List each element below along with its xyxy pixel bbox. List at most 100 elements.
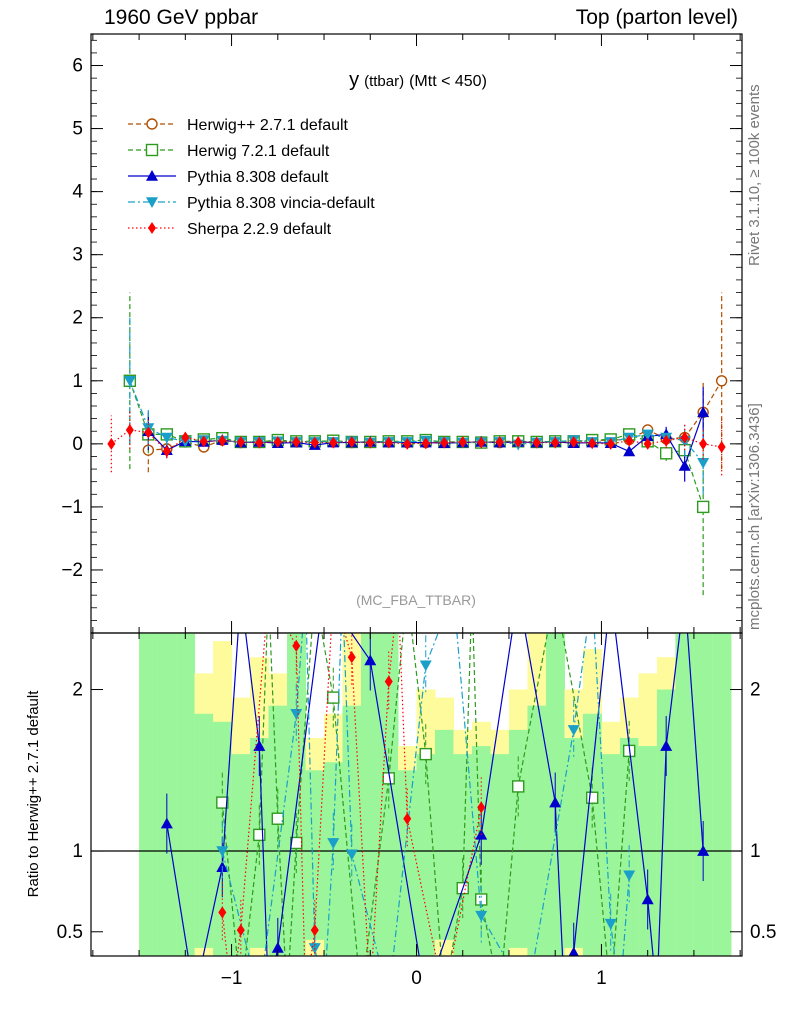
ratio-data-point [567,725,580,736]
ratio-data-point [585,791,599,804]
ratio-data-point [236,924,245,937]
legend-entry-label: Pythia 8.308 default [187,169,329,186]
data-point [495,435,504,448]
ratio-data-point [271,812,284,825]
ratio-data-point [384,675,393,688]
data-point [310,436,319,449]
main-y-tick-label: 6 [72,56,83,77]
data-point [551,436,560,449]
ratio-data-point [327,691,340,704]
main-y-tick-label: 3 [72,245,83,266]
uncertainty-band-green [508,729,528,948]
data-point [699,437,708,450]
data-point [662,434,671,447]
uncertainty-band-green [379,633,399,956]
ratio-x-tick-label: −1 [221,968,243,989]
uncertainty-band-green [194,713,214,948]
data-point [199,435,208,448]
header-process-label: Top (parton level) [575,6,738,29]
uncertainty-band-green [601,754,621,956]
data-point [181,431,190,444]
legend-entry-label: Herwig 7.2.1 default [187,143,330,160]
ratio-frame [90,632,743,957]
data-point [273,435,282,448]
legend-entry-label: Sherpa 2.2.9 default [187,221,332,238]
ratio-x-tick-label: 0 [411,968,422,989]
header-collision-label: 1960 GeV ppbar [104,6,259,29]
uncertainty-band-green [139,633,159,956]
main-plot-panel: −2 −1 0 1 2 3 4 5 6 y (ttbar) (Mtt < 450) (MC_FBA_TT… [61,33,743,634]
data-point [569,435,578,448]
ratio-data-point [475,910,488,922]
ratio-data-point [403,812,412,825]
uncertainty-band-green [527,705,547,956]
ratio-data-point [345,849,358,861]
data-point [625,434,634,447]
data-point [697,457,710,469]
data-point [292,435,301,448]
ratio-series-0 [216,633,636,956]
data-point [384,436,393,449]
plot-title: y (ttbar) (Mtt < 450) [349,69,487,91]
ratio-data-point [216,846,229,858]
legend-marker [146,197,158,208]
ratio-data-point [310,924,319,937]
ratio-data-point [327,838,340,849]
uncertainty-band-green [305,770,325,940]
uncertainty-band-green [675,633,695,956]
ratio-data-point [477,801,486,814]
uncertainty-band-green [434,729,454,940]
data-point [162,445,171,458]
legend-marker [145,143,159,157]
ratio-data-point [623,870,636,882]
main-y-tick-label: 4 [72,182,83,203]
ratio-data-point [218,906,227,919]
data-point [160,432,173,444]
data-point [347,435,356,448]
series-line [148,380,723,451]
main-y-tick-label: 5 [72,119,83,140]
data-point [477,436,486,449]
series-4 [107,411,726,476]
ratio-data-point [253,828,266,842]
ratio-y-tick-label-right: 0.5 [750,922,776,943]
ratio-y-axis-label: Ratio to Herwig++ 2.7.1 default [25,690,42,898]
data-point [329,436,338,449]
main-y-tick-label: 2 [72,308,83,329]
data-point [641,429,654,441]
data-point [144,426,153,439]
legend-entry-label: Pythia 8.308 vincia-default [187,195,375,212]
data-point [588,437,597,450]
ratio-data-point [697,845,710,856]
data-point [255,436,264,449]
data-point [659,447,673,460]
data-point [440,436,449,449]
ratio-y-tick-label-right: 1 [750,841,761,862]
uncertainty-band-green [361,633,381,956]
uncertainty-band-green [453,754,473,956]
data-point [366,436,375,449]
uncertainty-band-green [693,633,713,956]
ratio-data-point [292,639,301,652]
uncertainty-band-green [176,633,196,956]
ratio-data-point [290,708,303,720]
ratio-data-point [549,796,562,808]
ratio-series-2 [216,633,636,956]
uncertainty-band-green [416,754,436,956]
ratio-data-point [604,918,617,930]
data-point [514,435,523,448]
series-3 [123,317,710,495]
data-point [125,423,134,436]
series-0 [142,292,728,473]
data-point [532,436,541,449]
ratio-y-tick-label-right: 2 [750,680,761,701]
series-line [129,380,704,508]
data-point [421,437,430,450]
data-point [680,431,689,444]
ratio-data-point [271,941,284,953]
data-point [697,406,710,418]
analysis-watermark: (MC_FBA_TTBAR) [356,592,476,608]
data-point [696,500,710,514]
data-point [717,440,726,453]
